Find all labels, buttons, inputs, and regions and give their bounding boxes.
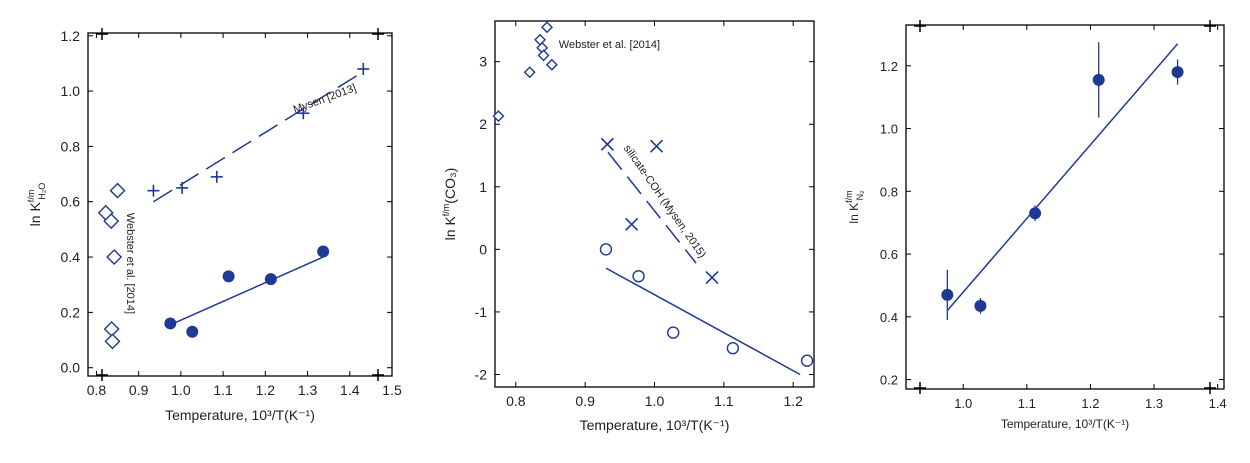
data-point-open-circle: [800, 354, 814, 367]
data-point-diamond: [541, 21, 554, 34]
x-axis-label: Temperature, 10³/T(K⁻¹): [580, 417, 730, 433]
x-tick-label: 0.9: [575, 393, 595, 409]
y-tick-label: 0.0: [61, 360, 81, 376]
y-tick-label: -2: [475, 366, 488, 382]
data-point-diamond: [103, 320, 120, 337]
data-point-filled-circle: [1171, 66, 1184, 79]
y-axis-label: ln Kf/mH₂O: [26, 183, 47, 227]
x-tick-label: 0.9: [129, 382, 149, 398]
data-point-open-circle: [599, 243, 613, 256]
data-point-diamond: [537, 49, 550, 62]
dashed-trend-line: [607, 151, 697, 264]
fit-line: [946, 43, 1179, 312]
data-point-open-circle: [667, 326, 680, 339]
data-point-filled-circle: [941, 288, 954, 301]
plot-frame: [905, 24, 1225, 390]
x-tick-label: 1.0: [171, 382, 191, 398]
y-tick-label: 0.4: [880, 310, 898, 325]
x-tick-label: 1.0: [954, 396, 972, 411]
panel-left: 0.8 0.9 1.0 1.1 1.2 1.3 1.4 1.5 0.0 0.2 0.4 0.6 0.8 1…: [26, 28, 402, 423]
y-tick-label: 2: [479, 116, 487, 132]
y-axis-label: ln Kf/mN₂: [844, 190, 865, 224]
x-tick-label: 1.1: [213, 382, 233, 398]
data-point-filled-circle: [222, 270, 235, 283]
annotation-label: Webster et al. [2014]: [559, 39, 660, 51]
panel-right: 1.0 1.1 1.2 1.3 1.4 0.2 0.4 0.6 0.8 1.0 1.2 Tempera…: [844, 20, 1227, 431]
x-tick-label: 1.3: [298, 382, 318, 398]
y-tick-label: 0.4: [61, 249, 81, 265]
fit-line: [170, 256, 324, 326]
data-point-open-circle: [632, 270, 645, 283]
data-point-open-circle: [726, 342, 740, 355]
y-tick-label: 0.2: [880, 373, 898, 388]
data-point-diamond: [106, 249, 123, 266]
data-point-filled-circle: [974, 299, 987, 312]
y-tick-label: 3: [479, 54, 487, 70]
plot-frame: [494, 20, 815, 388]
x-tick-label: 1.1: [1018, 396, 1036, 411]
data-point-filled-circle: [317, 245, 330, 258]
y-tick-label: 0.6: [61, 194, 81, 210]
data-point-x: [600, 137, 614, 151]
data-point-filled-circle: [264, 273, 277, 286]
y-tick-label: 1.0: [61, 83, 81, 99]
plot-frame: [87, 32, 393, 377]
data-point-diamond: [492, 110, 505, 123]
data-point-diamond: [109, 182, 126, 199]
x-tick-label: 1.0: [645, 393, 665, 409]
y-tick-label: 1.2: [880, 59, 898, 74]
x-axis-label: Temperature, 10³/T(K⁻¹): [1001, 417, 1129, 431]
fit-line: [605, 267, 801, 376]
x-tick-label: 1.4: [340, 382, 360, 398]
data-point-diamond: [534, 33, 547, 46]
y-tick-label: 1.0: [880, 122, 898, 137]
y-tick-label: 0.6: [880, 247, 898, 262]
panel-middle: 0.8 0.9 1.0 1.1 1.2 -2 -1 0 1 2 3 Temperature, 10³/…: [441, 20, 815, 433]
dashed-trend-line: [153, 71, 364, 203]
x-tick-label: 1.1: [714, 393, 734, 409]
x-tick-label: 1.4: [1209, 396, 1227, 411]
data-point-diamond: [545, 58, 558, 71]
x-tick-label: 1.2: [1081, 396, 1099, 411]
data-point-diamond: [103, 213, 120, 230]
x-tick-label: 0.8: [87, 382, 107, 398]
data-point-x: [705, 270, 719, 285]
data-point-x: [650, 139, 664, 153]
data-point-filled-circle: [164, 317, 177, 330]
annotation-label: Mysen [2013]: [292, 82, 358, 116]
data-point-filled-circle: [1029, 207, 1042, 220]
data-point-filled-circle: [1092, 73, 1105, 86]
x-tick-label: 1.2: [256, 382, 276, 398]
y-tick-label: 1: [479, 179, 487, 195]
x-tick-label: 1.5: [382, 382, 402, 398]
y-tick-label: 0.8: [880, 184, 898, 199]
y-tick-label: 0.8: [61, 138, 81, 154]
data-point-x: [625, 217, 639, 231]
y-tick-label: 1.2: [61, 28, 81, 44]
x-tick-label: 1.3: [1145, 396, 1163, 411]
y-tick-label: 0.2: [61, 304, 81, 320]
y-axis-label: ln Kf/m(CO₃): [441, 168, 458, 241]
data-point-filled-circle: [186, 325, 199, 338]
x-axis-label: Temperature, 10³/T(K⁻¹): [165, 407, 315, 423]
y-tick-label: -1: [475, 304, 488, 320]
x-tick-label: 0.8: [506, 393, 526, 409]
y-tick-label: 0: [479, 241, 487, 257]
x-tick-label: 1.2: [783, 393, 803, 409]
annotation-label: silicate-COH (Mysen, 2015): [621, 143, 708, 261]
data-point-diamond: [523, 66, 536, 79]
annotation-label: Webster et al. [2014]: [124, 213, 136, 314]
data-point-diamond: [104, 333, 121, 350]
